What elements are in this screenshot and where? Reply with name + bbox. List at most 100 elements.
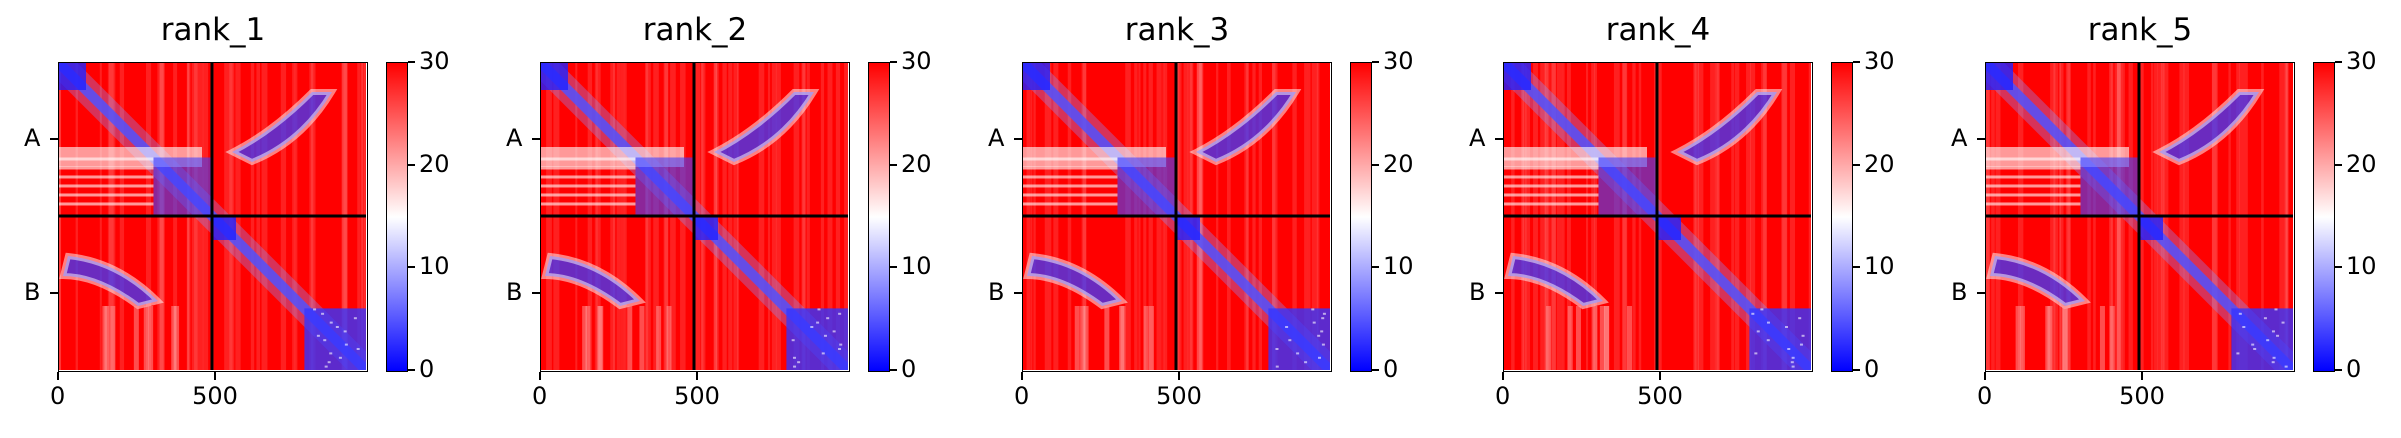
x-tick — [1021, 372, 1023, 380]
x-tick — [1178, 372, 1181, 380]
heatmap-image — [1503, 62, 1811, 370]
x-tick-label: 500 — [1156, 382, 1202, 410]
colorbar-tick — [408, 266, 415, 269]
colorbar — [1831, 62, 1853, 372]
colorbar-tick-label: 30 — [1383, 47, 1414, 75]
x-tick-label: 0 — [1495, 382, 1511, 410]
chart-panel: rank_1 A B 0 500 0 10 20 30 — [24, 0, 538, 438]
colorbar-tick-label: 20 — [901, 149, 932, 178]
chart-title: rank_4 — [1605, 12, 1711, 48]
colorbar-tick — [1853, 266, 1860, 269]
colorbar — [2313, 62, 2335, 372]
heatmap-image — [58, 62, 366, 370]
x-tick-label: 0 — [50, 382, 66, 410]
heatmap-image — [540, 62, 848, 370]
chart-panel: rank_2 A B 0 500 0 10 20 30 — [506, 0, 1020, 438]
colorbar-tick-label: 10 — [2346, 252, 2377, 281]
colorbar-tick — [2335, 163, 2342, 166]
colorbar-tick-label: 0 — [1864, 355, 1880, 383]
x-tick — [1502, 372, 1504, 380]
chart-title: rank_3 — [1124, 12, 1230, 48]
x-tick — [696, 372, 699, 380]
x-tick — [1659, 372, 1662, 380]
y-tick-label: A — [1951, 124, 1968, 152]
colorbar-tick — [2335, 61, 2342, 63]
x-tick — [1984, 372, 1986, 380]
colorbar-tick-label: 10 — [901, 252, 932, 281]
y-tick-label: B — [24, 278, 41, 306]
y-tick-label: B — [988, 278, 1005, 306]
colorbar-tick — [1372, 266, 1379, 269]
colorbar-tick-label: 10 — [1383, 252, 1414, 281]
heatmap-image — [1985, 62, 2293, 370]
colorbar-tick-label: 20 — [2346, 149, 2377, 178]
y-tick-label: A — [24, 124, 41, 152]
colorbar-tick-label: 10 — [419, 252, 450, 281]
colorbar-tick-label: 0 — [901, 355, 917, 383]
colorbar-tick — [2335, 266, 2342, 269]
colorbar — [1350, 62, 1372, 372]
colorbar-tick — [1372, 61, 1379, 63]
colorbar-tick — [408, 61, 415, 63]
y-tick — [1977, 292, 1985, 294]
colorbar-tick-label: 0 — [2346, 355, 2362, 383]
colorbar-tick — [1853, 61, 1860, 63]
chart-panel: rank_5 A B 0 500 0 10 20 30 — [1951, 0, 2401, 438]
y-tick — [532, 138, 540, 140]
x-tick-label: 0 — [532, 382, 548, 410]
y-tick — [50, 292, 58, 294]
y-tick — [1495, 292, 1503, 294]
colorbar-tick — [408, 369, 415, 371]
colorbar-tick-label: 20 — [1864, 149, 1895, 178]
y-tick-label: B — [506, 278, 523, 306]
chart-title: rank_1 — [160, 12, 266, 48]
colorbar-tick-label: 30 — [901, 47, 932, 75]
x-tick — [539, 372, 541, 380]
colorbar-tick — [1853, 163, 1860, 166]
colorbar — [386, 62, 408, 372]
y-tick-label: A — [988, 124, 1005, 152]
y-tick — [1495, 138, 1503, 140]
chart-title: rank_2 — [642, 12, 748, 48]
y-tick-label: B — [1951, 278, 1968, 306]
colorbar-tick-label: 10 — [1864, 252, 1895, 281]
x-tick-label: 0 — [1014, 382, 1030, 410]
y-tick-label: A — [506, 124, 523, 152]
colorbar-tick-label: 0 — [1383, 355, 1399, 383]
heatmap — [58, 62, 366, 370]
x-tick-label: 0 — [1977, 382, 1993, 410]
heatmap — [1985, 62, 2293, 370]
heatmap — [540, 62, 848, 370]
colorbar-tick — [1853, 369, 1860, 371]
y-tick-label: B — [1469, 278, 1486, 306]
x-tick — [214, 372, 217, 380]
colorbar-tick-label: 20 — [419, 149, 450, 178]
y-tick — [1014, 292, 1022, 294]
colorbar-tick-label: 20 — [1383, 149, 1414, 178]
y-tick — [532, 292, 540, 294]
heatmap — [1503, 62, 1811, 370]
x-tick-label: 500 — [1637, 382, 1683, 410]
colorbar-tick-label: 0 — [419, 355, 435, 383]
colorbar-tick — [890, 163, 897, 166]
y-tick — [1014, 138, 1022, 140]
y-tick-label: A — [1469, 124, 1486, 152]
colorbar-tick — [1372, 163, 1379, 166]
chart-panel: rank_4 A B 0 500 0 10 20 30 — [1469, 0, 1983, 438]
colorbar-tick — [1372, 369, 1379, 371]
colorbar-tick — [890, 266, 897, 269]
heatmap — [1022, 62, 1330, 370]
x-tick — [2141, 372, 2144, 380]
heatmap-image — [1022, 62, 1330, 370]
x-tick-label: 500 — [2119, 382, 2165, 410]
y-tick — [1977, 138, 1985, 140]
colorbar-tick — [890, 61, 897, 63]
colorbar-tick-label: 30 — [2346, 47, 2377, 75]
y-tick — [50, 138, 58, 140]
colorbar-tick — [408, 163, 415, 166]
colorbar-tick-label: 30 — [419, 47, 450, 75]
chart-title: rank_5 — [2087, 12, 2193, 48]
x-tick — [57, 372, 59, 380]
colorbar — [868, 62, 890, 372]
colorbar-tick-label: 30 — [1864, 47, 1895, 75]
